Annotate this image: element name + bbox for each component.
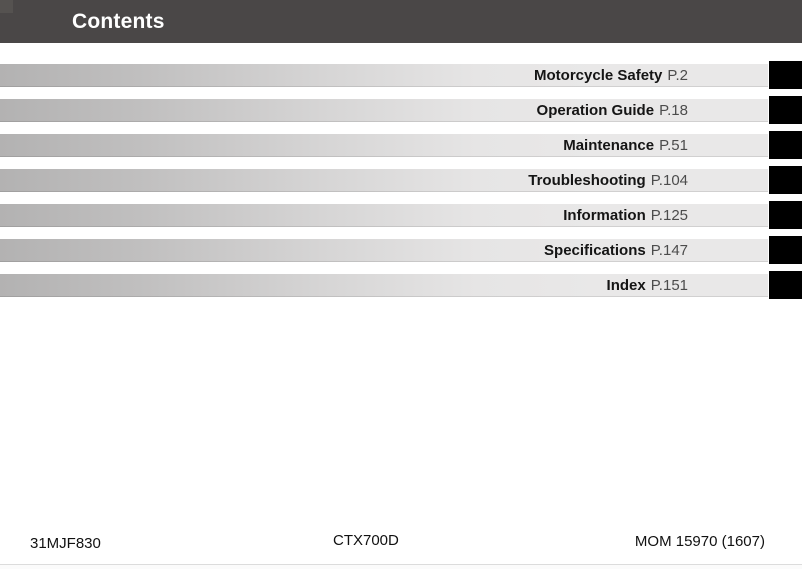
chapter-thumb-tab [769,166,802,194]
toc-item-page: P.147 [650,241,688,259]
toc-item: Maintenance P.51 [0,131,802,166]
toc-item-page: P.151 [650,276,688,294]
toc-item: Information P.125 [0,201,802,236]
toc-item: Operation Guide P.18 [0,96,802,131]
toc-item: Index P.151 [0,271,802,306]
toc-item-bar[interactable]: Index P.151 [0,274,768,297]
toc-item-label: Index [606,276,646,294]
toc-item-page: P.125 [650,206,688,224]
toc-item-bar[interactable]: Maintenance P.51 [0,134,768,157]
toc-list: Motorcycle Safety P.2 Operation Guide P.… [0,61,802,306]
chapter-thumb-tab [769,271,802,299]
toc-item-label: Operation Guide [536,101,655,119]
page-title: Contents [72,10,165,33]
toc-item-label: Troubleshooting [528,171,646,189]
toc-item-bar[interactable]: Motorcycle Safety P.2 [0,64,768,87]
chapter-thumb-tab [769,201,802,229]
footer-model-code: CTX700D [333,532,399,549]
toc-item-label: Maintenance [563,136,655,154]
header-corner-mark [0,0,13,13]
toc-item-page: P.18 [659,101,688,119]
footer-strip [0,565,802,569]
toc-item: Motorcycle Safety P.2 [0,61,802,96]
toc-item-label: Information [563,206,646,224]
footer-rule [0,564,802,565]
toc-item: Troubleshooting P.104 [0,166,802,201]
toc-item-page: P.2 [667,66,688,84]
chapter-thumb-tab [769,61,802,89]
toc-item-page: P.51 [659,136,688,154]
toc-item-bar[interactable]: Operation Guide P.18 [0,99,768,122]
footer-print-code: MOM 15970 (1607) [634,533,765,550]
contents-header: Contents [0,0,802,43]
toc-item-bar[interactable]: Information P.125 [0,204,768,227]
footer-part-number: 31MJF830 [30,535,101,552]
toc-item-label: Motorcycle Safety [534,66,663,84]
toc-item-label: Specifications [544,241,646,259]
chapter-thumb-tab [769,236,802,264]
toc-item-bar[interactable]: Specifications P.147 [0,239,768,262]
toc-item: Specifications P.147 [0,236,802,271]
chapter-thumb-tab [769,131,802,159]
chapter-thumb-tab [769,96,802,124]
toc-item-bar[interactable]: Troubleshooting P.104 [0,169,768,192]
toc-item-page: P.104 [650,171,688,189]
